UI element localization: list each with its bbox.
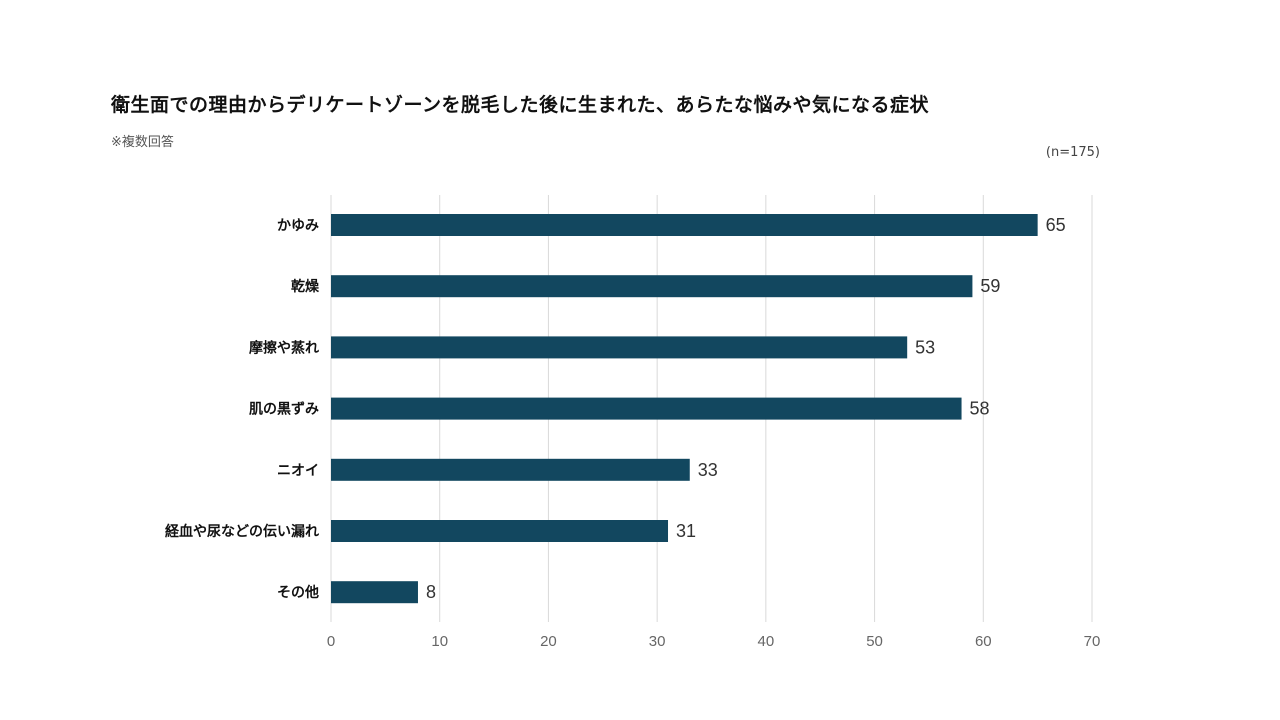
- category-label: 乾燥: [291, 278, 320, 295]
- bar: [331, 336, 908, 359]
- category-label: 摩擦や蒸れ: [249, 339, 319, 356]
- bar: [331, 458, 690, 481]
- data-label: 59: [980, 276, 1000, 296]
- category-label: 経血や尿などの伝い漏れ: [165, 523, 319, 540]
- data-label: 65: [1046, 215, 1066, 235]
- x-tick-label: 50: [866, 633, 883, 650]
- category-label: かゆみ: [277, 218, 319, 234]
- data-label: 58: [970, 399, 990, 419]
- chart-title: 衛生面での理由からデリケートゾーンを脱毛した後に生まれた、あらたな悩みや気になる…: [111, 94, 930, 116]
- x-tick-label: 60: [975, 633, 992, 650]
- category-label: 肌の黒ずみ: [249, 401, 319, 418]
- data-label: 31: [676, 521, 696, 541]
- x-tick-label: 0: [327, 633, 335, 650]
- bar: [331, 397, 962, 420]
- data-label: 33: [698, 460, 718, 480]
- category-label: その他: [277, 584, 319, 601]
- x-tick-label: 70: [1084, 633, 1101, 650]
- sample-size: (n=175): [1045, 145, 1100, 160]
- bar: [331, 214, 1038, 236]
- x-tick-label: 40: [758, 633, 775, 650]
- bar: [331, 581, 418, 604]
- bar: [331, 275, 973, 298]
- data-label: 8: [426, 582, 436, 602]
- x-tick-label: 20: [540, 633, 557, 650]
- x-tick-label: 10: [431, 633, 448, 650]
- category-label: ニオイ: [277, 463, 319, 479]
- data-label: 53: [915, 337, 935, 357]
- x-tick-label: 30: [649, 633, 666, 650]
- chart-note: ※複数回答: [111, 135, 174, 150]
- bar: [331, 520, 669, 542]
